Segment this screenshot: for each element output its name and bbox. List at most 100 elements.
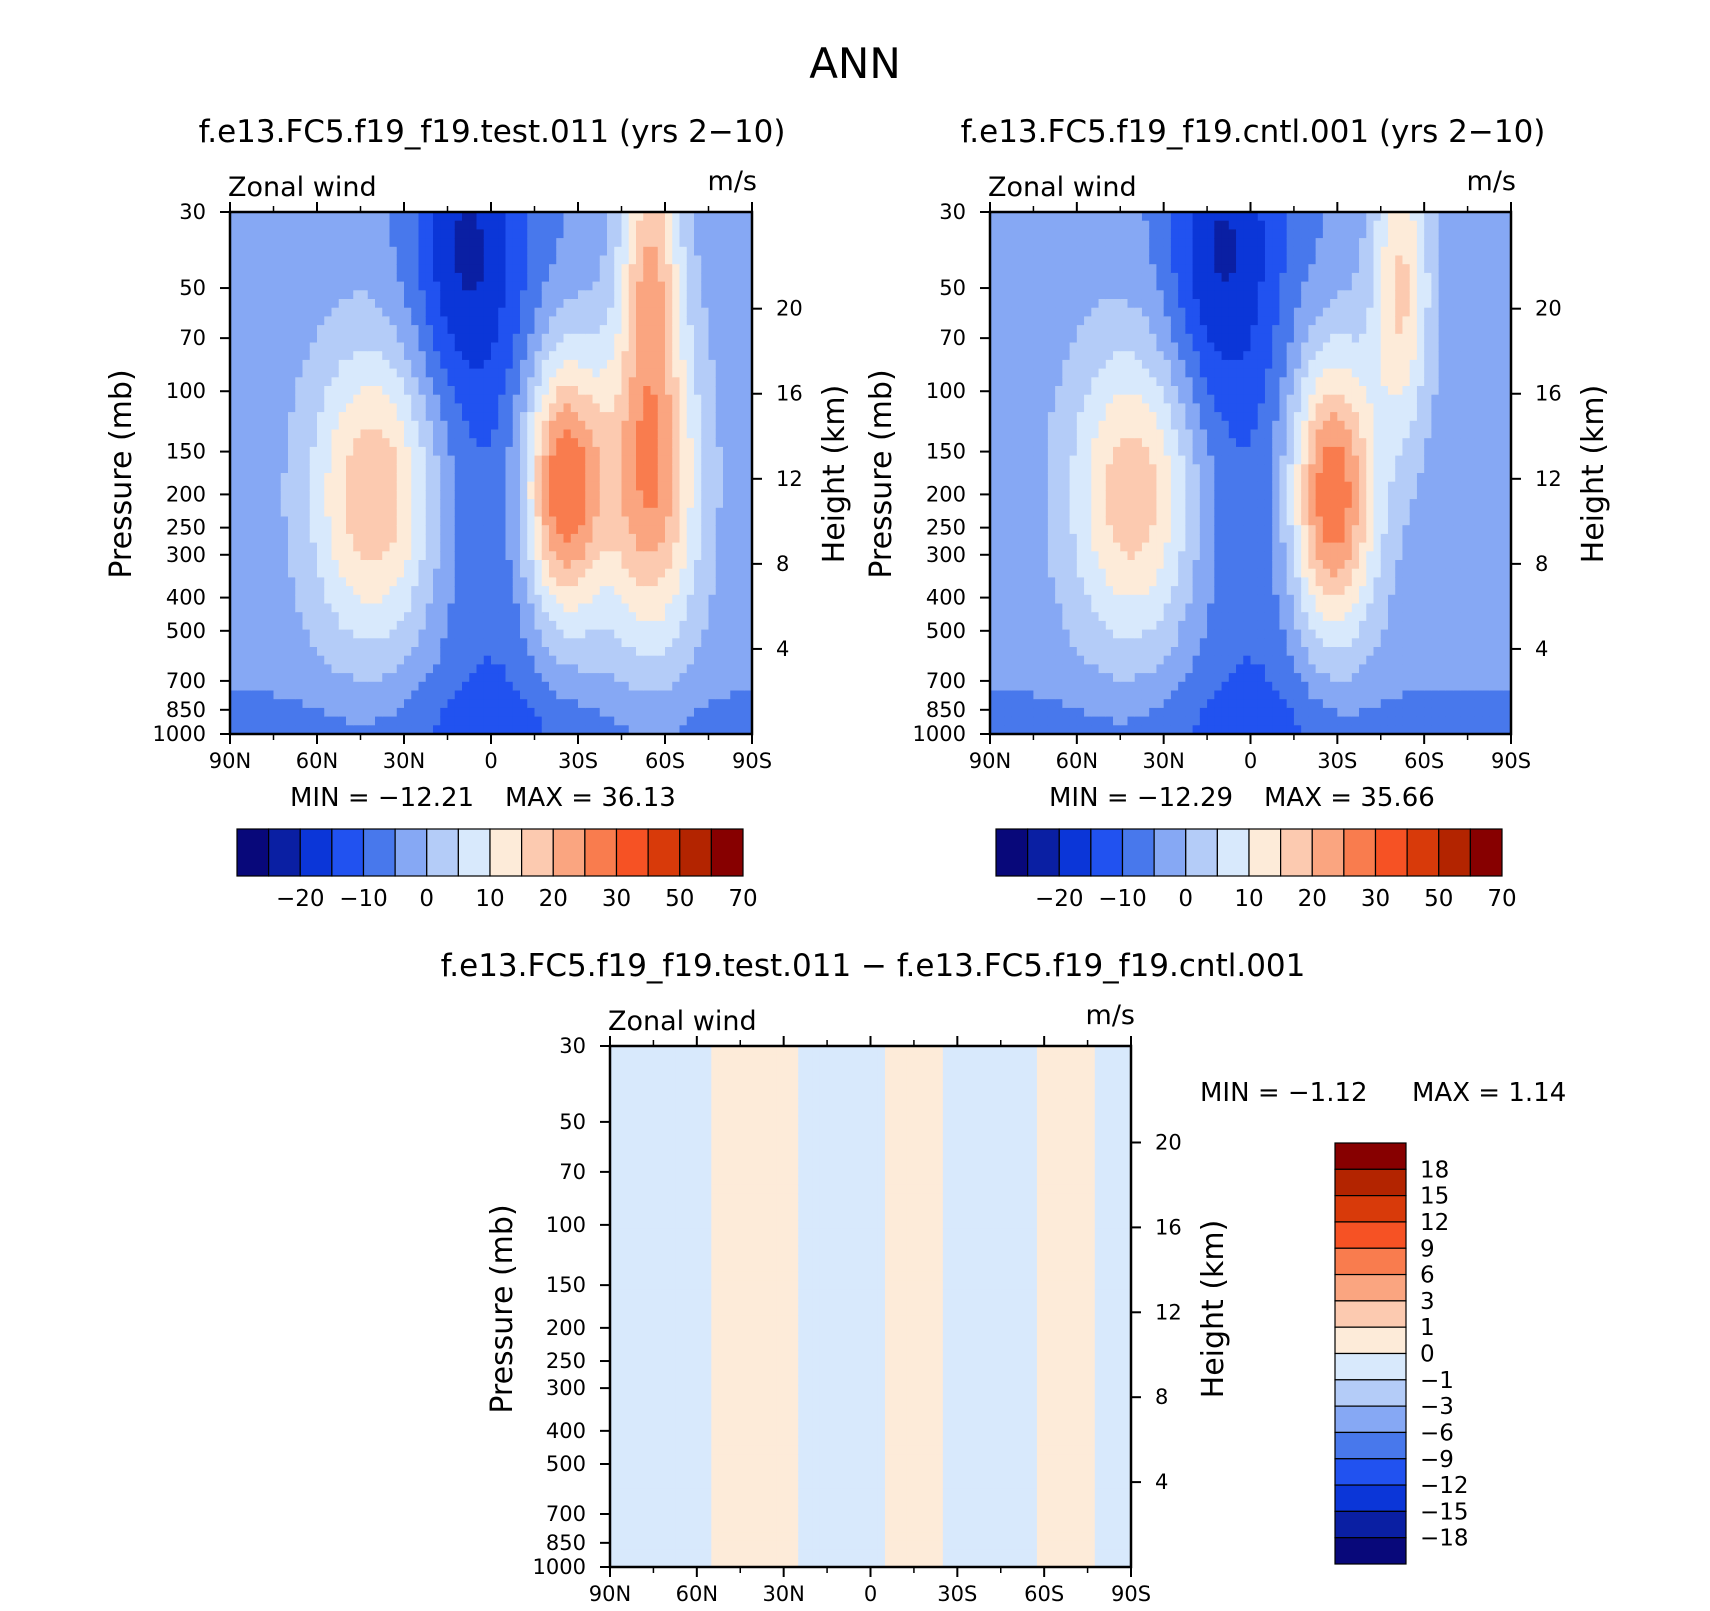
- field-cell: [389, 481, 398, 491]
- field-cell: [997, 386, 1006, 396]
- field-cell: [1018, 542, 1027, 552]
- field-cell: [708, 368, 717, 378]
- field-cell: [737, 629, 746, 639]
- field-cell: [599, 272, 608, 283]
- field-cell: [237, 690, 246, 700]
- field-cell: [744, 551, 753, 561]
- field-cell: [346, 272, 354, 283]
- field-cell: [396, 246, 405, 257]
- field-cell: [730, 603, 739, 613]
- field-cell: [317, 516, 325, 526]
- field-cell: [694, 664, 702, 674]
- field-cell: [730, 316, 739, 326]
- field-cell: [1018, 229, 1027, 239]
- field-cell: [360, 499, 369, 509]
- field-cell: [1026, 299, 1035, 309]
- field-cell: [360, 325, 369, 335]
- field-cell: [715, 238, 724, 248]
- field-cell: [643, 525, 652, 535]
- field-cell: [360, 603, 369, 613]
- field-cell: [672, 359, 681, 370]
- field-cell: [309, 707, 318, 718]
- field-cell: [491, 516, 499, 526]
- field-cell: [607, 533, 615, 544]
- field-cell: [382, 351, 391, 361]
- field-cell: [636, 690, 644, 700]
- field-cell: [418, 229, 427, 239]
- field-cell: [686, 438, 695, 448]
- field-cell: [273, 725, 282, 735]
- field-cell: [520, 516, 528, 526]
- units-label: m/s: [1086, 1000, 1135, 1031]
- field-cell: [1047, 325, 1056, 335]
- field-cell: [469, 560, 478, 570]
- field-cell: [404, 272, 412, 283]
- field-cell: [491, 220, 499, 230]
- field-cell: [730, 420, 739, 431]
- field-cell: [708, 655, 717, 665]
- field-cell: [280, 473, 289, 483]
- field-cell: [512, 412, 521, 422]
- field-cell: [715, 316, 724, 326]
- field-cell: [360, 647, 369, 657]
- field-cell: [433, 325, 441, 335]
- field-cell: [585, 386, 594, 396]
- field-cell: [375, 325, 383, 335]
- field-cell: [556, 359, 565, 370]
- field-cell: [476, 455, 485, 465]
- field-cell: [1047, 507, 1056, 518]
- field-cell: [534, 438, 543, 448]
- field-cell: [701, 281, 710, 291]
- field-cell: [607, 386, 615, 396]
- field-cell: [657, 612, 666, 622]
- field-cell: [418, 699, 427, 709]
- field-cell: [585, 568, 594, 578]
- field-cell: [701, 638, 710, 648]
- field-cell: [237, 542, 246, 552]
- field-cell: [382, 586, 391, 596]
- field-cell: [578, 246, 586, 257]
- field-cell: [266, 594, 275, 605]
- field-cell: [650, 516, 659, 526]
- field-cell: [360, 359, 369, 370]
- field-cell: [309, 394, 318, 404]
- field-cell: [273, 255, 282, 265]
- field-cell: [628, 412, 637, 422]
- field-cell: [1018, 429, 1027, 439]
- field-cell: [273, 377, 282, 387]
- field-cell: [447, 681, 456, 692]
- field-cell: [251, 446, 260, 457]
- field-cell: [650, 629, 659, 639]
- field-cell: [679, 507, 688, 518]
- field-cell: [483, 507, 492, 518]
- field-cell: [607, 490, 615, 500]
- field-cell: [1033, 586, 1042, 596]
- field-cell: [686, 359, 695, 370]
- field-cell: [230, 342, 238, 352]
- field-cell: [1018, 359, 1027, 370]
- field-cell: [288, 664, 296, 674]
- field-cell: [585, 620, 594, 631]
- field-cell: [396, 577, 405, 587]
- field-cell: [990, 638, 998, 648]
- field-cell: [440, 716, 449, 726]
- field-cell: [657, 342, 666, 352]
- field-cell: [701, 272, 710, 283]
- field-cell: [1040, 542, 1049, 552]
- field-cell: [1026, 281, 1035, 291]
- field-cell: [657, 481, 666, 491]
- field-cell: [469, 429, 478, 439]
- field-cell: [266, 699, 275, 709]
- plot-area: 90N 60N 30N 0 30S 60S 90S305070100150200250300…: [153, 200, 803, 773]
- field-cell: [541, 377, 550, 387]
- field-cell: [360, 420, 369, 431]
- field-cell: [346, 525, 354, 535]
- field-cell: [723, 229, 731, 239]
- field-cell: [353, 507, 362, 518]
- field-cell: [621, 707, 630, 718]
- field-cell: [643, 272, 652, 283]
- field-cell: [1011, 229, 1020, 239]
- field-cell: [433, 620, 441, 631]
- field-cell: [266, 490, 275, 500]
- field-cell: [491, 377, 499, 387]
